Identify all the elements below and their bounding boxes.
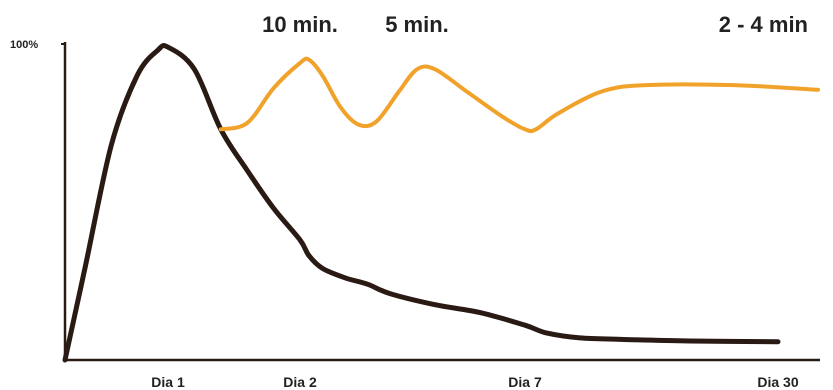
- labels-layer: 100% Dia 1 Dia 2 Dia 7 Dia 30 10 min. 5 min. 2 …: [10, 12, 808, 390]
- axes: [61, 42, 820, 362]
- annotation-label: 10 min.: [262, 12, 338, 37]
- annotation-label: 2 - 4 min: [719, 12, 808, 37]
- y-tick-label-100: 100%: [10, 39, 38, 51]
- x-tick-label: Dia 7: [508, 374, 542, 390]
- x-tick-label: Dia 30: [757, 374, 798, 390]
- series-line-dark: [62, 43, 781, 363]
- annotation-label: 5 min.: [385, 12, 449, 37]
- series-layer: [62, 43, 820, 363]
- x-tick-label: Dia 2: [283, 374, 317, 390]
- series-line-orange: [218, 56, 820, 134]
- x-tick-label: Dia 1: [151, 374, 185, 390]
